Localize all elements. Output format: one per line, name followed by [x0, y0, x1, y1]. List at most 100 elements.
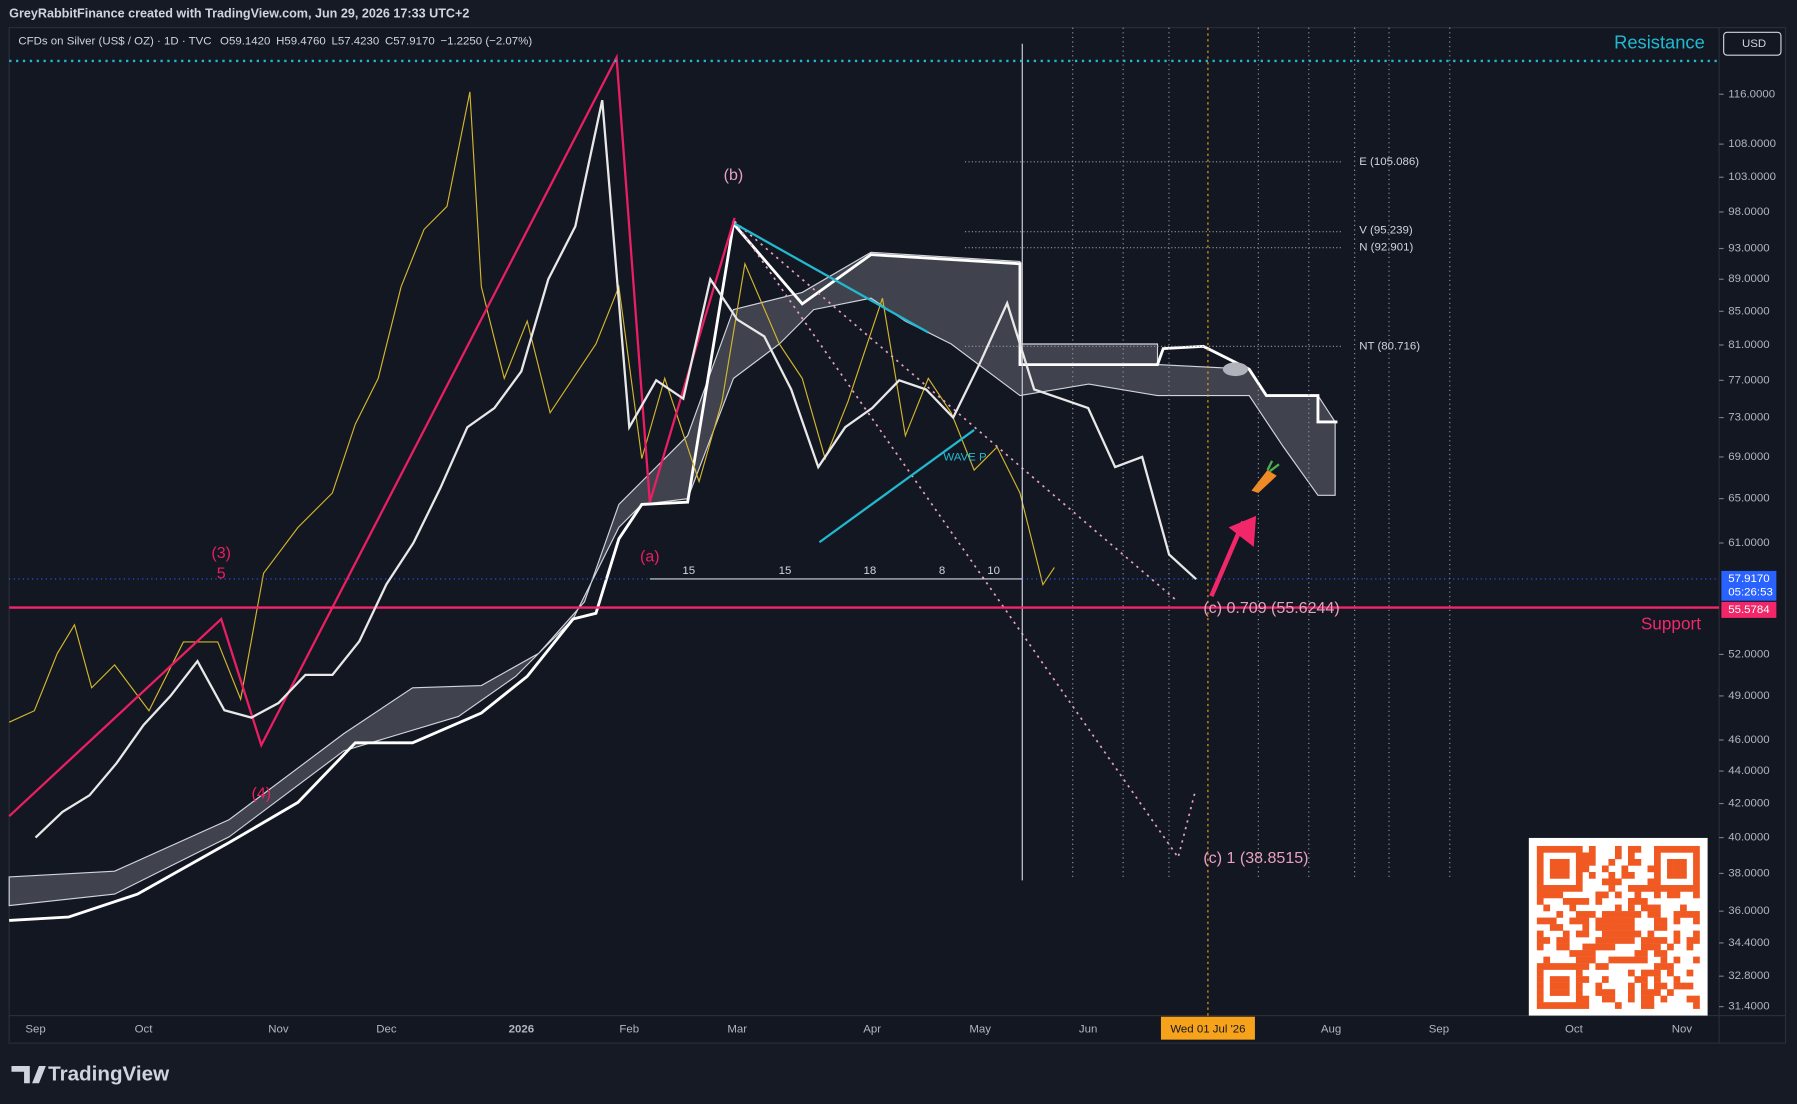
qr-module — [1614, 917, 1622, 925]
qr-module — [1536, 976, 1544, 983]
qr-module — [1634, 845, 1642, 853]
qr-module — [1549, 924, 1557, 931]
qr-module — [1686, 885, 1694, 892]
qr-module — [1647, 911, 1655, 918]
qr-module — [1608, 911, 1616, 918]
qr-module — [1627, 924, 1635, 931]
qr-module — [1556, 871, 1564, 879]
qr-module — [1536, 891, 1544, 899]
qr-module — [1693, 852, 1700, 860]
qr-module — [1608, 878, 1616, 886]
ohlc-key: C — [385, 35, 393, 47]
qr-module — [1621, 930, 1629, 938]
qr-module — [1654, 969, 1661, 977]
qr-module — [1543, 956, 1551, 964]
qr-module — [1575, 989, 1583, 996]
qr-module — [1654, 865, 1661, 873]
chart-pane — [8, 27, 1787, 1044]
qr-module — [1588, 911, 1596, 918]
x-tick-label: 2026 — [509, 1023, 534, 1035]
qr-module — [1660, 845, 1668, 853]
qr-module — [1601, 989, 1609, 996]
qr-module — [1686, 995, 1694, 1003]
date-marker: Wed 01 Jul '26 — [1170, 1023, 1245, 1035]
ohlc-value: 59.4760 — [284, 35, 325, 47]
qr-module — [1556, 865, 1564, 873]
qr-module — [1543, 963, 1551, 970]
qr-module — [1660, 950, 1668, 957]
qr-module — [1627, 930, 1635, 938]
currency-button[interactable] — [1723, 31, 1782, 56]
x-tick-label: Oct — [1565, 1023, 1584, 1035]
qr-module — [1686, 845, 1694, 853]
currency[interactable]: USD — [1742, 38, 1766, 50]
qr-module — [1536, 871, 1544, 879]
count: 18 — [863, 565, 876, 577]
qr-module — [1654, 858, 1661, 866]
qr-module — [1575, 911, 1583, 918]
y-tick-label: 81.0000 — [1728, 339, 1769, 351]
qr-module — [1627, 904, 1635, 912]
qr-module — [1641, 943, 1648, 951]
qr-module — [1654, 885, 1661, 892]
qr-module — [1614, 845, 1622, 853]
level-label: N (92.901) — [1359, 242, 1413, 254]
qr-module — [1562, 930, 1570, 938]
x-tick-label: May — [969, 1023, 991, 1035]
qr-module — [1614, 911, 1622, 918]
qr-module — [1614, 878, 1622, 886]
ohlc-key: O — [220, 35, 229, 47]
qr-module — [1647, 943, 1655, 951]
qr-module — [1575, 865, 1583, 873]
qr-module — [1549, 976, 1557, 983]
qr-module — [1601, 891, 1609, 899]
qr-module — [1556, 982, 1564, 990]
qr-module — [1575, 982, 1583, 990]
qr-module — [1673, 871, 1681, 879]
qr-module — [1634, 898, 1642, 905]
qr-module — [1601, 943, 1609, 951]
qr-module — [1627, 937, 1635, 944]
qr-module — [1543, 845, 1551, 853]
qr-module — [1549, 865, 1557, 873]
qr-module — [1647, 930, 1655, 938]
qr-module — [1562, 982, 1570, 990]
qr-module — [1569, 845, 1577, 853]
ohlc-value: 57.4230 — [338, 35, 379, 47]
qr-module — [1686, 982, 1694, 990]
qr-module — [1608, 858, 1616, 866]
x-tick-label: Jun — [1079, 1023, 1097, 1035]
count: 8 — [939, 565, 945, 577]
qr-module — [1536, 969, 1544, 977]
ohlc-value: 59.1420 — [229, 35, 270, 47]
qr-module — [1536, 885, 1544, 892]
qr-module — [1556, 963, 1564, 970]
qr-module — [1667, 865, 1674, 873]
qr-module — [1654, 852, 1661, 860]
qr-module — [1673, 845, 1681, 853]
qr-module — [1654, 924, 1661, 931]
qr-module — [1654, 917, 1661, 925]
qr-module — [1641, 969, 1648, 977]
ohlc-key: H — [276, 35, 284, 47]
qr-module — [1556, 937, 1564, 944]
qr-module — [1660, 956, 1668, 964]
qr-module — [1614, 937, 1622, 944]
qr-module — [1647, 904, 1655, 912]
qr-module — [1582, 852, 1590, 860]
qr-module — [1660, 982, 1668, 990]
qr-module — [1673, 976, 1681, 983]
qr-module — [1641, 989, 1648, 996]
qr-module — [1614, 956, 1622, 964]
qr-module — [1641, 950, 1648, 957]
qr-module — [1693, 937, 1700, 944]
y-tick-label: 85.0000 — [1728, 305, 1769, 317]
qr-module — [1562, 865, 1570, 873]
oscillator — [8, 91, 1055, 723]
qr-module — [1582, 995, 1590, 1003]
y-tick-label: 116.0000 — [1728, 88, 1775, 100]
qr-module — [1575, 1002, 1583, 1009]
qr-module — [1667, 891, 1674, 899]
qr-module — [1556, 845, 1564, 853]
qr-module — [1595, 982, 1603, 990]
